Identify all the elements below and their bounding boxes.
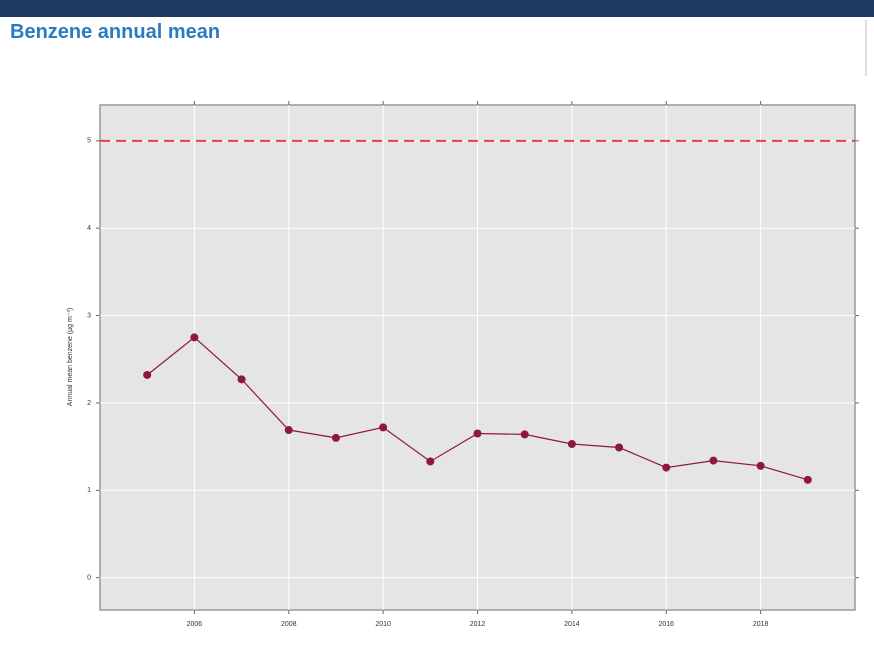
data-point [143, 370, 152, 379]
data-point [520, 430, 529, 439]
x-tick-label: 2018 [753, 621, 769, 628]
data-point [709, 456, 718, 465]
y-tick-label: 3 [87, 312, 91, 319]
x-tick-label: 2012 [470, 621, 486, 628]
data-point [803, 475, 812, 484]
y-tick-label: 1 [87, 487, 91, 494]
data-point [615, 443, 624, 452]
x-tick-label: 2014 [564, 621, 580, 628]
data-point [567, 439, 576, 448]
y-tick-label: 2 [87, 400, 91, 407]
data-point [237, 375, 246, 384]
data-point [426, 457, 435, 466]
page-title: Benzene annual mean [10, 21, 221, 43]
y-tick-label: 5 [87, 138, 91, 145]
data-point [284, 426, 293, 435]
x-tick-label: 2010 [375, 621, 391, 628]
data-point [190, 333, 199, 342]
data-point [473, 429, 482, 438]
data-point [331, 433, 340, 442]
x-tick-label: 2006 [187, 621, 203, 628]
y-tick-label: 0 [87, 575, 91, 582]
data-point [662, 463, 671, 472]
top-bar [0, 0, 874, 17]
data-point [756, 461, 765, 470]
separator [865, 20, 867, 76]
x-tick-label: 2016 [658, 621, 674, 628]
x-tick-label: 2008 [281, 621, 297, 628]
data-point [379, 423, 388, 432]
y-axis-label: Annual mean benzene (µg m⁻³) [67, 308, 74, 406]
y-tick-label: 4 [87, 225, 91, 232]
